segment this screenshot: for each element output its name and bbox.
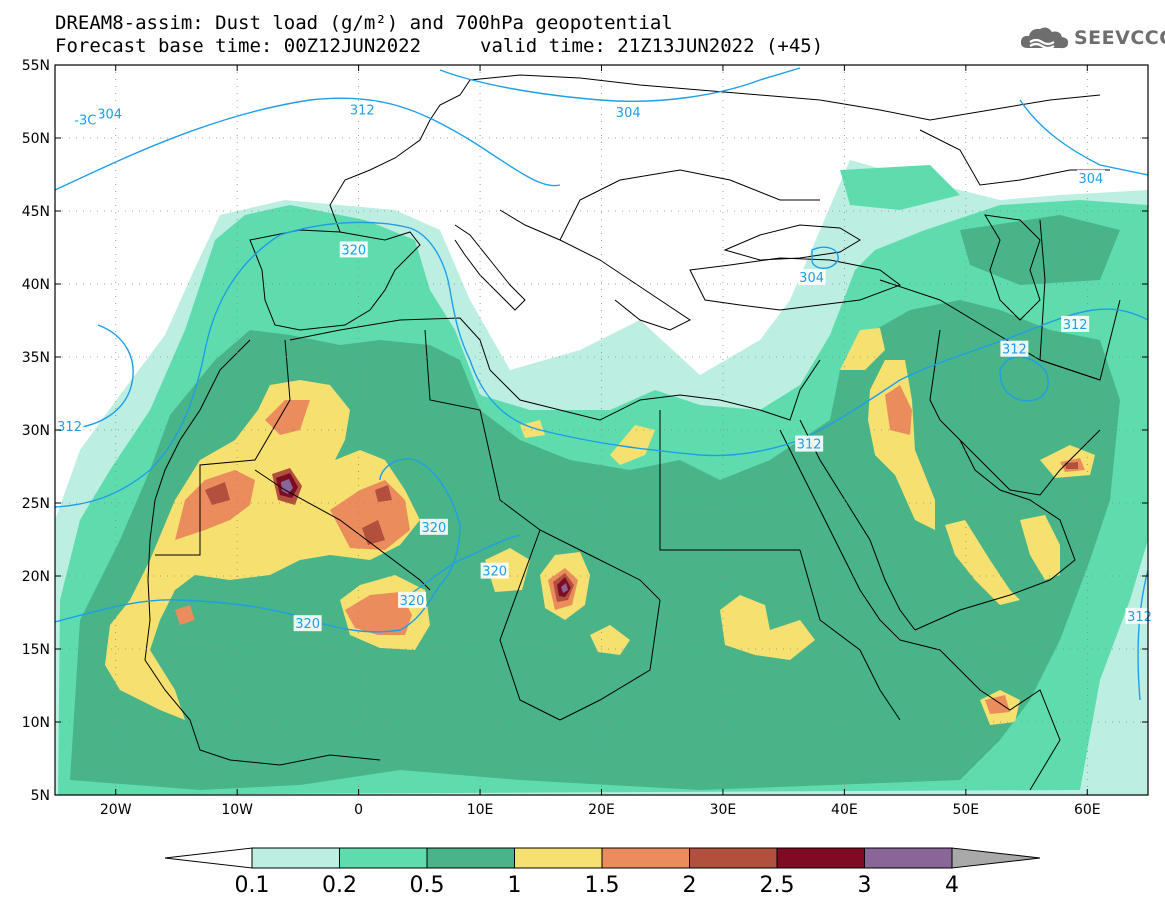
- valid-time: valid time: 21Z13JUN2022 (+45): [480, 35, 824, 57]
- lon-tick-label: 0: [354, 802, 363, 818]
- cloud-icon: [1020, 27, 1069, 50]
- colorbar-label: 0.2: [322, 873, 357, 898]
- colorbar-label: 1: [508, 873, 522, 898]
- contour-label-bg: [1125, 607, 1154, 624]
- lon-tick-label: 10W: [221, 802, 253, 818]
- lat-tick-label: 20N: [22, 569, 50, 585]
- lat-tick-label: 35N: [22, 350, 50, 366]
- lat-tick-label: 5N: [31, 788, 50, 804]
- lat-tick-label: 55N: [22, 58, 50, 74]
- colorbar: 0.1 0.2 0.5 1 1.5 2 2.5 3 4: [164, 847, 1041, 898]
- contour-label: 320: [295, 617, 320, 632]
- contour-label-bg: [614, 104, 643, 121]
- seevccc-logo: SEEVCCC: [1018, 24, 1165, 52]
- contour-label: 320: [341, 243, 366, 258]
- colorbar-under-arrow: [164, 847, 253, 869]
- colorbar-segment: [251, 847, 340, 869]
- coastlines: [144, 74, 1121, 791]
- colorbar-segment: [689, 847, 778, 869]
- contour-label: 312: [1002, 343, 1027, 358]
- contour-label: 304: [799, 271, 824, 286]
- lon-tick-label: 50E: [952, 802, 979, 818]
- colorbar-label: 2.5: [760, 873, 795, 898]
- forecast-base-time: Forecast base time: 00Z12JUN2022: [55, 35, 422, 57]
- colorbar-label: 0.5: [410, 873, 445, 898]
- colorbar-label: 3: [858, 873, 872, 898]
- contour-label-bg: [419, 518, 448, 535]
- colorbar-label: 1.5: [585, 873, 620, 898]
- contour-label: 312: [1063, 318, 1088, 333]
- colorbar-segment: [514, 847, 603, 869]
- contour-label-bg: [398, 591, 427, 608]
- colorbar-label: 2: [683, 873, 697, 898]
- lat-tick-label: 50N: [22, 131, 50, 147]
- logo-text: SEEVCCC: [1074, 27, 1165, 49]
- contour-label: 320: [400, 594, 425, 609]
- lon-tick-label: 60E: [1074, 802, 1101, 818]
- contour-label-bg: [339, 241, 368, 258]
- lat-tick-label: 40N: [22, 277, 50, 293]
- contour-label: 312: [797, 438, 822, 453]
- colorbar-over-arrow: [951, 847, 1041, 869]
- map-axes: 20W 10W 0 10E 20E 30E 40E 50E 60E 55N 50N 45N 40N 35N…: [22, 58, 1148, 818]
- contour-label-bg: [795, 435, 824, 452]
- colorbar-segment: [864, 847, 953, 869]
- contour-label: 304: [1079, 172, 1104, 187]
- contour-label-bg: [348, 101, 377, 118]
- contour-label: 312: [57, 420, 82, 435]
- lon-tick-label: 40E: [831, 802, 858, 818]
- contour-label: 304: [97, 108, 122, 123]
- contour-label-bg: [95, 105, 124, 122]
- lon-tick-label: 10E: [467, 802, 494, 818]
- contour-label: 304: [616, 106, 641, 121]
- contour-label-bg: [293, 615, 322, 632]
- contour-label-bg: [1000, 340, 1029, 357]
- colorbar-segment: [601, 847, 690, 869]
- contour-label: 320: [482, 565, 507, 580]
- colorbar-segment: [426, 847, 515, 869]
- contour-label-bg: [1076, 169, 1105, 186]
- contour-label: 320: [421, 521, 446, 536]
- contour-label-bg: [1061, 315, 1090, 332]
- contour-label: -3C: [74, 113, 96, 128]
- lon-tick-label: 30E: [710, 802, 737, 818]
- map-title: DREAM8-assim: Dust load (g/m²) and 700hP…: [55, 12, 673, 34]
- contour-label-bg: [480, 562, 509, 579]
- contour-label: 312: [350, 103, 375, 118]
- lat-tick-label: 15N: [22, 642, 50, 658]
- lat-tick-label: 30N: [22, 423, 50, 439]
- contour-label-bg: [71, 111, 100, 128]
- colorbar-label: 4: [945, 873, 959, 898]
- dust-field: [55, 160, 1148, 795]
- colorbar-segment: [339, 847, 428, 869]
- colorbar-segment: [776, 847, 865, 869]
- contour-label-bg: [797, 269, 826, 286]
- lat-tick-label: 10N: [22, 715, 50, 731]
- lat-tick-label: 45N: [22, 204, 50, 220]
- lon-tick-label: 20W: [100, 802, 132, 818]
- lon-tick-label: 20E: [588, 802, 615, 818]
- colorbar-label: 0.1: [235, 873, 270, 898]
- contour-label-bg: [55, 418, 84, 435]
- contour-label: 312: [1127, 610, 1152, 625]
- lat-tick-label: 25N: [22, 496, 50, 512]
